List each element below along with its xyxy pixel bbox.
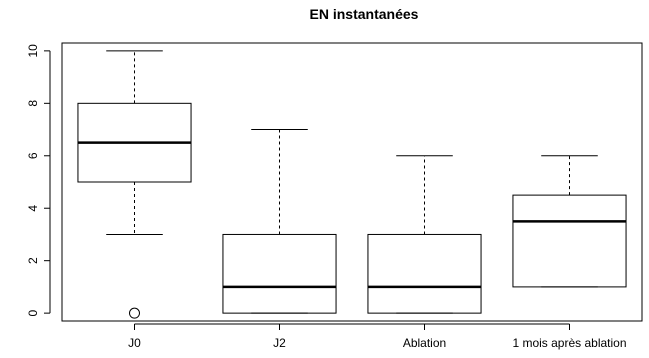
y-tick-label: 8 [26,100,40,107]
chart-title: EN instantanées [310,6,419,22]
y-tick-label: 2 [26,257,40,264]
box-iqr [367,233,482,314]
x-tick-label: J2 [273,336,286,350]
y-tick-label: 4 [26,205,40,212]
x-axis: J0 J2 Ablation 1 mois après ablation [128,323,627,350]
boxes [77,50,627,319]
y-axis: 0 2 4 6 8 10 [26,44,51,316]
y-tick-label: 0 [26,309,40,316]
box-0 [77,50,192,319]
y-tick-label: 6 [26,152,40,159]
box-2 [367,155,482,314]
outlier-point [129,307,140,319]
box-1 [222,129,337,314]
y-tick-label: 10 [26,44,40,58]
x-tick-label: J0 [128,336,141,350]
x-tick-label: 1 mois après ablation [512,336,626,350]
x-tick-label: Ablation [403,336,446,350]
box-iqr [222,233,337,314]
plot-frame [61,42,643,322]
box-3 [512,155,627,288]
box-iqr [512,194,627,288]
